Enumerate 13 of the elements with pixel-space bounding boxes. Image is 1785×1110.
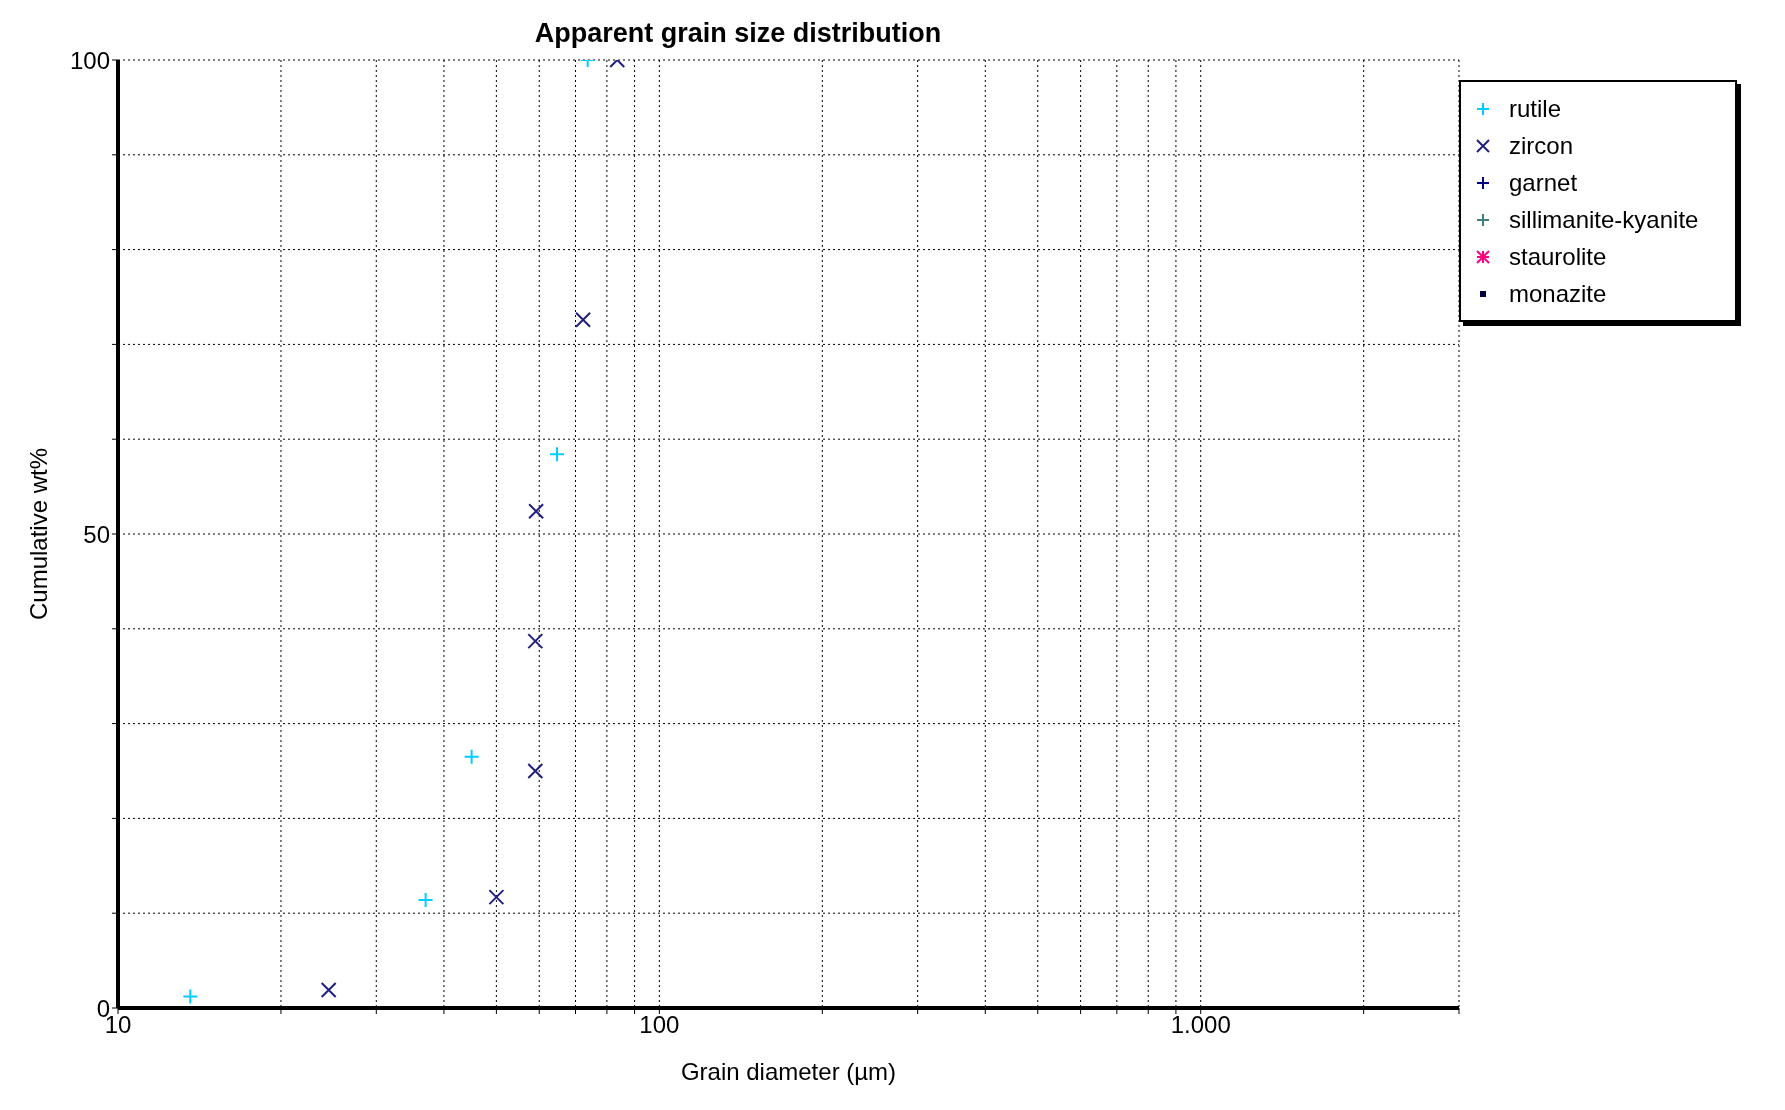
legend-label: staurolite (1509, 242, 1607, 271)
chart-title: Apparent grain size distribution (534, 18, 942, 48)
y-axis-title: Cumulative wt% (24, 447, 52, 621)
legend-label: monazite (1509, 279, 1607, 308)
legend-label: zircon (1509, 131, 1574, 160)
legend-label: rutile (1509, 94, 1562, 123)
legend-label: sillimanite-kyanite (1509, 205, 1699, 234)
legend-label: garnet (1509, 168, 1578, 197)
y-tick-label: 100 (69, 46, 110, 74)
y-tick-label: 50 (83, 520, 110, 548)
x-tick-label: 100 (639, 1011, 680, 1039)
x-axis-title: Grain diameter (µm) (680, 1058, 897, 1085)
x-tick-label: 1.000 (1170, 1011, 1231, 1039)
